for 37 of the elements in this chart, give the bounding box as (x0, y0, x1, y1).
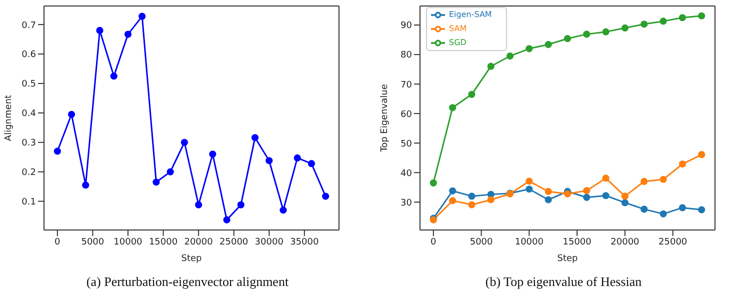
x-tick-label: 0 (430, 237, 437, 248)
y-tick-label: 70 (400, 80, 412, 90)
text: (a) Perturbation-eigenvector alignment (85, 274, 290, 290)
y-tick-label: 50 (400, 139, 412, 150)
y-tick-label: 30 (400, 198, 412, 208)
x-tick-label: 25000 (658, 237, 688, 248)
legend-label: SAM (449, 24, 467, 34)
x-tick-label: 15000 (562, 237, 592, 248)
y-tick-label: 0.5 (22, 80, 36, 90)
x-tick-label: 15000 (148, 237, 178, 248)
x-tick-label: 20000 (610, 237, 640, 248)
x-tick-label: 35000 (290, 237, 320, 248)
x-tick-label: 25000 (220, 237, 248, 248)
x-tick-label: 10000 (114, 237, 143, 248)
x-tick-label: 20000 (184, 237, 214, 248)
text: (b) Top eigenvalue of Hessian (484, 274, 643, 290)
x-tick-label: 0 (54, 237, 61, 248)
x-axis-title: Step (181, 254, 202, 264)
x-tick-label: 30000 (254, 237, 284, 248)
y-tick-label: 60 (400, 110, 412, 120)
legend-label: SGD (449, 38, 466, 48)
x-axis-title: Step (557, 254, 578, 264)
y-tick-label: 0.6 (22, 50, 36, 60)
y-axis-title: Top Eigenvalue (380, 84, 390, 153)
y-axis-title: Alignment (4, 94, 14, 142)
y-tick-label: 0.2 (22, 168, 36, 178)
y-tick-label: 0.4 (22, 109, 36, 120)
y-tick-label: 0.7 (22, 20, 36, 31)
legend-label: Eigen-SAM (449, 10, 492, 20)
y-tick-label: 0.3 (22, 138, 36, 149)
x-tick-label: 5000 (470, 237, 494, 248)
y-tick-label: 80 (400, 50, 412, 61)
y-tick-label: 0.1 (22, 197, 36, 208)
y-tick-label: 90 (400, 21, 412, 32)
x-tick-label: 10000 (514, 237, 544, 248)
y-tick-label: 40 (400, 168, 412, 179)
x-tick-label: 5000 (81, 237, 104, 248)
